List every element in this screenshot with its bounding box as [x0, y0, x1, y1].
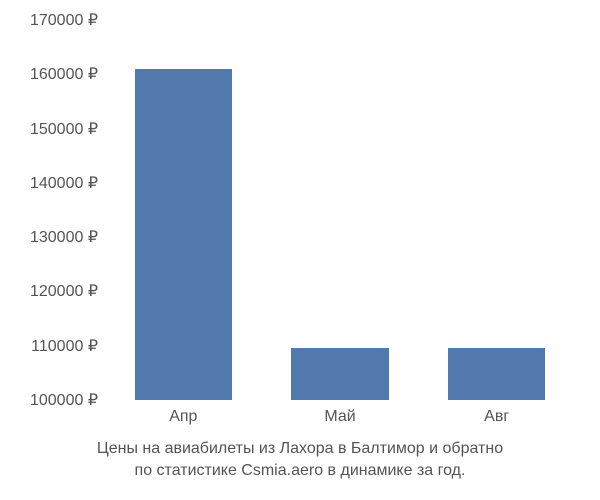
x-axis-tick-label: Авг	[484, 408, 509, 426]
caption-line-1: Цены на авиабилеты из Лахора в Балтимор …	[97, 440, 503, 457]
y-axis-tick-label: 120000 ₽	[30, 281, 98, 301]
y-axis-tick-label: 100000 ₽	[30, 390, 98, 410]
y-axis-tick-label: 110000 ₽	[31, 336, 98, 356]
y-axis-tick-label: 140000 ₽	[30, 173, 98, 193]
bar	[448, 348, 545, 400]
bar	[135, 69, 232, 400]
y-axis-tick-label: 150000 ₽	[30, 119, 98, 139]
bar	[291, 348, 388, 400]
plot-area	[105, 20, 575, 400]
x-axis-tick-label: Май	[324, 408, 355, 426]
x-axis-tick-label: Апр	[169, 408, 197, 426]
y-axis-tick-label: 130000 ₽	[30, 227, 98, 247]
y-axis-tick-label: 160000 ₽	[30, 64, 98, 84]
price-chart: Цены на авиабилеты из Лахора в Балтимор …	[0, 0, 600, 500]
chart-caption: Цены на авиабилеты из Лахора в Балтимор …	[0, 438, 600, 481]
caption-line-2: по статистике Csmia.aero в динамике за г…	[135, 462, 466, 479]
y-axis-tick-label: 170000 ₽	[30, 10, 98, 30]
